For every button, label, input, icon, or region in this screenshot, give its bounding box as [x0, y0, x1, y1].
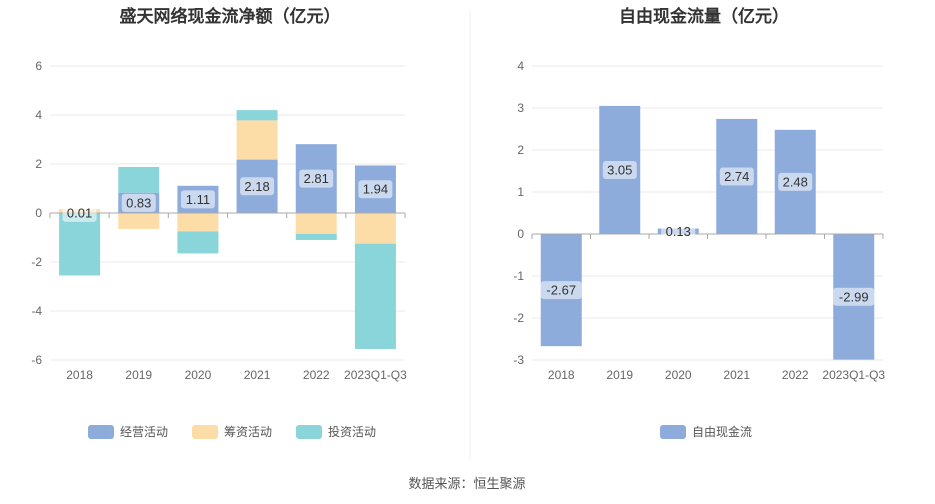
legend-swatch [296, 425, 322, 439]
x-tick-label: 2018 [548, 368, 575, 382]
bar-financing [295, 213, 337, 234]
data-label-bg [62, 203, 97, 222]
bar-investing [236, 110, 278, 121]
y-tick-label: 0 [517, 227, 524, 241]
y-tick-label: 2 [517, 143, 524, 157]
bar-investing [354, 243, 396, 349]
right-chart-free-cash-flow: 自由现金流量（亿元） 4 3 2 1 0 -1 -2 -3 2018 2019 2020 2021 20… [513, 6, 885, 439]
y-tick-label: -1 [513, 269, 524, 283]
data-label: 1.11 [186, 192, 210, 207]
left-bars [59, 110, 396, 349]
data-label-bg [358, 180, 393, 199]
x-tick-label: 2022 [782, 368, 809, 382]
left-grid [50, 65, 405, 361]
right-legend[interactable]: 自由现金流 [660, 424, 752, 439]
y-tick-label: -3 [513, 353, 524, 367]
right-chart-title: 自由现金流量（亿元） [619, 6, 789, 26]
bar-financing [118, 213, 160, 229]
source-note: 数据来源：恒生聚源 [408, 476, 525, 491]
y-tick-label: 4 [35, 108, 42, 122]
data-label-bg [719, 167, 754, 186]
data-label: 2.18 [244, 179, 269, 194]
x-tick-label: 2019 [125, 368, 152, 382]
legend-label: 经营活动 [120, 425, 168, 439]
legend-item-financing[interactable]: 筹资活动 [192, 425, 272, 439]
x-tick-label: 2023Q1-Q3 [822, 368, 885, 382]
legend-label: 筹资活动 [224, 425, 272, 439]
x-tick-label: 2020 [185, 368, 212, 382]
data-label: 2.81 [304, 171, 329, 186]
x-tick-label: 2021 [723, 368, 750, 382]
y-tick-label: 1 [517, 185, 524, 199]
y-tick-label: 0 [35, 206, 42, 220]
left-chart-cashflow-net: 盛天网络现金流净额（亿元） 6 4 2 0 -2 -4 -6 2018 2019 2020 2021… [31, 6, 407, 439]
x-tick-label: 2021 [244, 368, 271, 382]
legend-label: 自由现金流 [692, 424, 752, 439]
data-label-bg [833, 287, 875, 306]
data-label-bg [240, 177, 275, 196]
data-label: -2.67 [546, 283, 576, 298]
y-tick-label: 4 [517, 59, 524, 73]
legend-item-investing[interactable]: 投资活动 [296, 424, 376, 439]
y-tick-label: -4 [31, 304, 42, 318]
data-label: 3.05 [607, 162, 632, 177]
data-label: 2.48 [783, 174, 808, 189]
data-label: 0.01 [67, 205, 92, 220]
right-axis: 4 3 2 1 0 -1 -2 -3 2018 2019 2020 2021 2022 2023Q1-Q3 [513, 59, 885, 382]
y-tick-label: 6 [35, 59, 42, 73]
legend-item-fcf[interactable]: 自由现金流 [660, 424, 752, 439]
y-tick-label: 2 [35, 157, 42, 171]
right-grid [532, 65, 883, 361]
data-label-bg [121, 193, 156, 212]
left-data-labels: 0.01 0.83 1.11 2.18 2.81 1.94 [62, 169, 393, 222]
bar-investing [59, 213, 101, 276]
data-label: 0.83 [126, 195, 151, 210]
y-tick-label: -6 [31, 353, 42, 367]
legend-swatch [192, 425, 218, 439]
legend-item-operating[interactable]: 经营活动 [88, 425, 168, 439]
data-label-bg [778, 172, 813, 191]
legend-swatch [660, 425, 686, 439]
left-axis: 6 4 2 0 -2 -4 -6 2018 2019 2020 2021 2022 2023Q1-Q3 [31, 59, 407, 382]
data-label: 0.13 [666, 224, 691, 239]
y-tick-label: -2 [31, 255, 42, 269]
data-label: 2.74 [724, 169, 749, 184]
data-label-bg [299, 169, 334, 188]
left-legend[interactable]: 经营活动 筹资活动 投资活动 [88, 424, 376, 439]
x-tick-label: 2022 [303, 368, 330, 382]
data-label: 1.94 [363, 182, 388, 197]
bar-investing [295, 233, 337, 240]
bar-financing [354, 213, 396, 244]
data-label: -2.99 [839, 289, 869, 304]
data-label-bg [180, 190, 215, 209]
x-tick-label: 2023Q1-Q3 [344, 368, 407, 382]
x-tick-label: 2019 [606, 368, 633, 382]
data-label-bg [602, 160, 637, 179]
right-bars [540, 105, 875, 360]
legend-label: 投资活动 [328, 424, 376, 439]
x-tick-label: 2018 [66, 368, 93, 382]
data-label-bg [540, 281, 582, 300]
bar-investing [118, 166, 160, 193]
bar-financing [177, 213, 219, 232]
right-data-labels: -2.67 3.05 0.13 2.74 2.48 -2.99 [540, 160, 875, 306]
y-tick-label: 3 [517, 101, 524, 115]
data-label-bg [661, 222, 696, 241]
legend-swatch [88, 425, 114, 439]
bar-investing [177, 231, 219, 254]
y-tick-label: -2 [513, 311, 524, 325]
x-tick-label: 2020 [665, 368, 692, 382]
bar-financing [236, 120, 278, 160]
left-chart-title: 盛天网络现金流净额（亿元） [120, 6, 341, 26]
